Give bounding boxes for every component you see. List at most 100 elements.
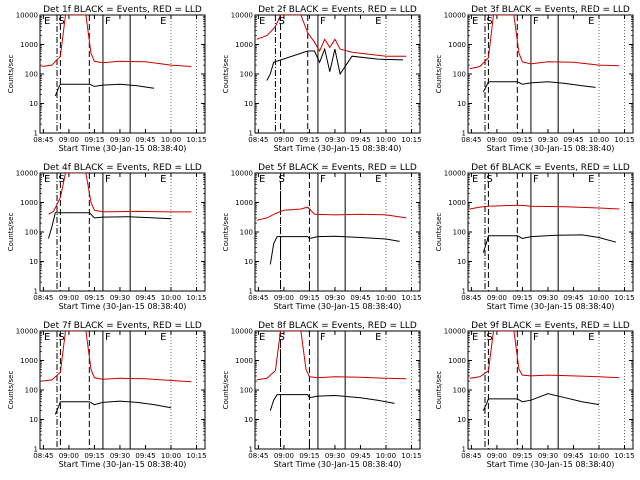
series-line-red <box>48 173 192 215</box>
interval-letter: E <box>259 174 265 185</box>
chart-panel-7: Det 7f BLACK = Events, RED = LLD 1 10 100 10… <box>7 321 207 469</box>
x-tick-label: 09:00 <box>59 452 79 460</box>
interval-letter: F <box>533 332 539 343</box>
y-axis-label: Counts/sec <box>435 371 443 410</box>
series-line-black <box>266 47 404 81</box>
x-tick-label: 08:45 <box>33 294 53 302</box>
x-tick-label: 09:30 <box>110 294 130 302</box>
chart-panel-5: Det 5f BLACK = Events, RED = LLD 1 10 100 10… <box>222 163 422 311</box>
x-axis-label: Start Time (30-Jan-15 08:38:40) <box>274 144 402 153</box>
x-tick-label: 10:15 <box>401 452 421 460</box>
x-tick-label: 10:00 <box>161 452 181 460</box>
interval-letter: E <box>375 16 381 27</box>
x-tick-label: 09:15 <box>299 294 319 302</box>
series-line-red <box>256 206 407 221</box>
interval-letter: F <box>105 16 111 27</box>
series-line-black <box>54 400 172 415</box>
plot-frame <box>39 14 206 134</box>
x-tick-label: 09:30 <box>538 452 558 460</box>
y-tick-label: 1000 <box>448 41 466 49</box>
x-tick-label: 09:30 <box>538 136 558 144</box>
panel-title: Det 7f BLACK = Events, RED = LLD <box>43 321 202 331</box>
series-line-black <box>54 83 155 97</box>
series-line-black <box>482 234 617 253</box>
series-line-black <box>269 235 400 265</box>
interval-letter: S <box>279 16 285 27</box>
x-tick-label: 10:15 <box>614 452 634 460</box>
interval-letter: E <box>588 332 594 343</box>
x-tick-label: 09:45 <box>350 136 370 144</box>
y-tick-label: 1 <box>462 288 466 296</box>
x-tick-label: 09:45 <box>350 452 370 460</box>
series-line-black <box>482 81 596 93</box>
y-tick-label: 10000 <box>231 328 253 336</box>
y-tick-label: 10 <box>244 258 253 266</box>
x-tick-label: 09:15 <box>299 452 319 460</box>
interval-letter: E <box>375 174 381 185</box>
y-tick-label: 1 <box>34 288 38 296</box>
x-tick-label: 09:15 <box>512 294 532 302</box>
plot-frame <box>39 172 206 292</box>
x-tick-label: 08:45 <box>461 294 481 302</box>
series-group <box>41 15 192 97</box>
y-axis-label: Counts/sec <box>222 371 230 410</box>
plot-frame <box>467 14 634 134</box>
y-tick-label: 10000 <box>444 328 466 336</box>
x-tick-label: 09:45 <box>135 136 155 144</box>
y-tick-label: 10000 <box>444 12 466 20</box>
x-tick-label: 09:45 <box>135 294 155 302</box>
y-tick-label: 1 <box>462 130 466 138</box>
x-tick-label: 09:00 <box>487 294 507 302</box>
y-tick-label: 1000 <box>20 41 38 49</box>
y-tick-label: 10 <box>457 100 466 108</box>
y-tick-label: 1 <box>249 446 253 454</box>
x-tick-label: 10:15 <box>614 294 634 302</box>
chart-panel-2: Det 2f BLACK = Events, RED = LLD 1 10 100 10… <box>222 5 422 153</box>
chart-panel-3: Det 3f BLACK = Events, RED = LLD 1 10 100 10… <box>435 5 635 153</box>
y-tick-label: 1000 <box>20 199 38 207</box>
x-tick-label: 09:30 <box>325 452 345 460</box>
y-axis-label: Counts/sec <box>7 213 15 252</box>
panel-title: Det 3f BLACK = Events, RED = LLD <box>471 5 630 15</box>
y-tick-label: 10000 <box>444 170 466 178</box>
series-line-red <box>469 331 620 379</box>
x-axis-label: Start Time (30-Jan-15 08:38:40) <box>59 144 187 153</box>
x-axis-label: Start Time (30-Jan-15 08:38:40) <box>59 460 187 469</box>
chart-panel-8: Det 8f BLACK = Events, RED = LLD 1 10 100 10… <box>222 321 422 469</box>
interval-letter: E <box>44 16 50 27</box>
y-tick-label: 10 <box>29 416 38 424</box>
x-tick-label: 10:00 <box>589 294 609 302</box>
x-tick-label: 09:45 <box>350 294 370 302</box>
x-tick-label: 09:00 <box>274 136 294 144</box>
interval-letter: F <box>320 16 326 27</box>
y-tick-label: 1 <box>249 130 253 138</box>
interval-letter: E <box>472 174 478 185</box>
x-tick-label: 09:15 <box>299 136 319 144</box>
series-line-red <box>256 331 407 381</box>
y-tick-label: 10 <box>29 100 38 108</box>
x-tick-label: 09:00 <box>487 136 507 144</box>
interval-letter: E <box>160 174 166 185</box>
y-tick-label: 1000 <box>235 199 253 207</box>
interval-letter: E <box>472 16 478 27</box>
plot-frame <box>254 14 421 134</box>
series-group <box>48 173 192 239</box>
interval-letter: S <box>58 16 64 27</box>
y-tick-label: 1000 <box>20 357 38 365</box>
interval-letter: S <box>58 332 64 343</box>
interval-letter: S <box>279 174 285 185</box>
x-tick-label: 10:15 <box>401 294 421 302</box>
series-line-red <box>256 15 407 57</box>
interval-letter: E <box>588 174 594 185</box>
interval-letter: F <box>105 332 111 343</box>
x-tick-label: 10:15 <box>186 136 206 144</box>
y-tick-label: 100 <box>240 387 253 395</box>
panel-title: Det 6f BLACK = Events, RED = LLD <box>471 163 630 173</box>
x-tick-label: 09:15 <box>512 136 532 144</box>
y-tick-label: 1000 <box>235 357 253 365</box>
x-tick-label: 10:00 <box>589 136 609 144</box>
x-tick-label: 10:15 <box>401 136 421 144</box>
interval-letter: S <box>58 174 64 185</box>
series-line-red <box>469 204 620 210</box>
y-tick-label: 100 <box>240 71 253 79</box>
